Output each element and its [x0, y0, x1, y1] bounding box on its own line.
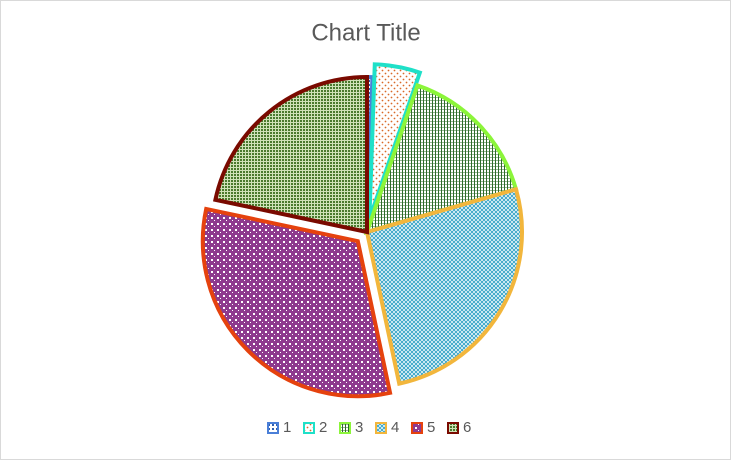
pie-slice — [367, 62, 423, 220]
legend-swatch — [411, 422, 423, 434]
legend-swatch — [303, 422, 315, 434]
legend-label: 6 — [463, 419, 471, 436]
legend-swatch — [339, 422, 351, 434]
legend-label: 1 — [283, 419, 291, 436]
legend-swatch — [447, 422, 459, 434]
legend-label: 5 — [427, 419, 435, 436]
pie-slice — [200, 206, 393, 399]
legend-label: 4 — [391, 419, 399, 436]
legend-label: 2 — [319, 419, 327, 436]
legend-swatch — [375, 422, 387, 434]
pie-slice — [363, 82, 519, 235]
chart-title: Chart Title — [311, 19, 420, 46]
pie-slice — [364, 186, 524, 386]
legend-label: 3 — [355, 419, 363, 436]
legend-swatch — [267, 422, 279, 434]
pie-slice — [213, 74, 369, 235]
